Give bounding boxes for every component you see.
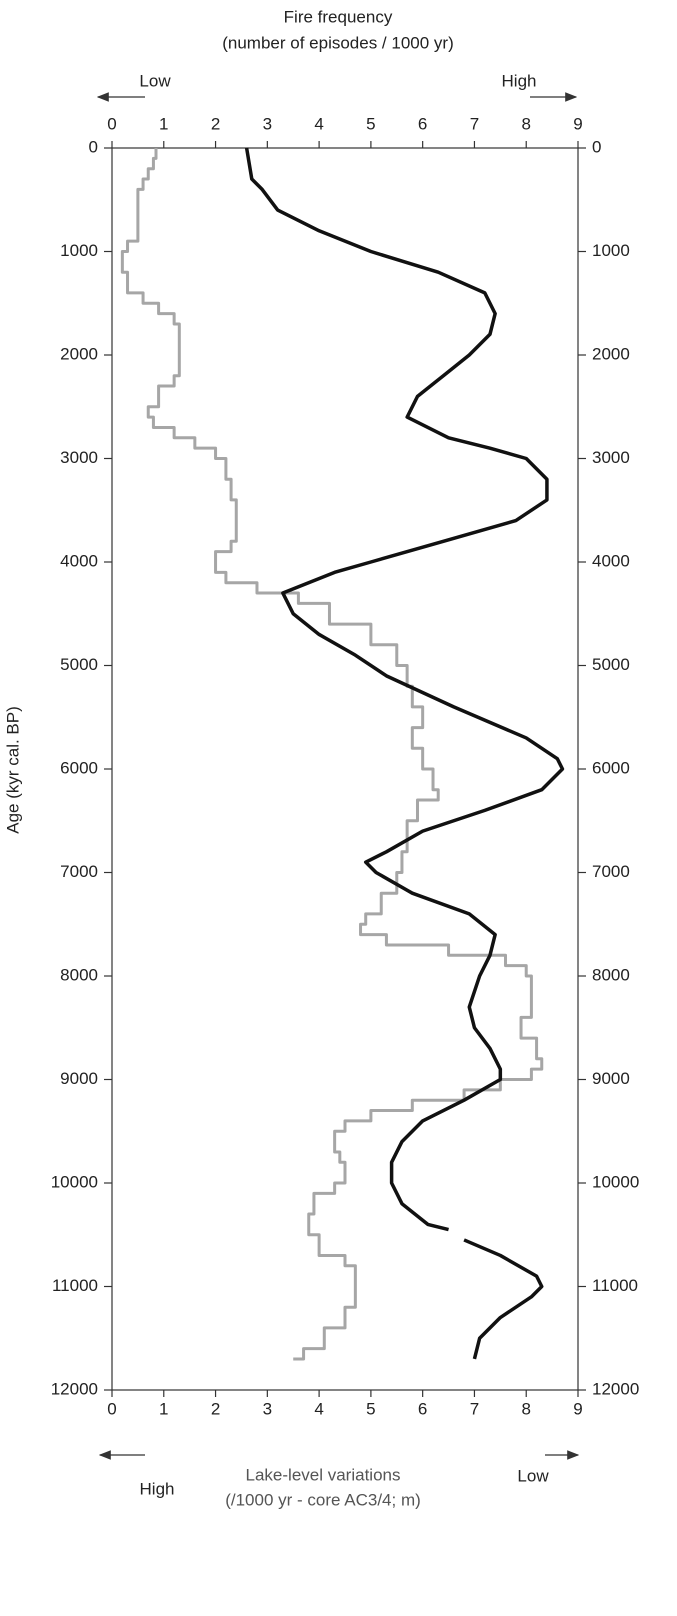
plot-frame [111,147,579,1391]
x-tick-label: 2 [211,114,220,133]
y-tick-label: 7000 [592,862,630,881]
x-tick-label: 5 [366,1399,375,1418]
bottom-low: Low [517,1466,549,1485]
x-tick-label: 3 [263,1399,272,1418]
y-tick-label: 9000 [60,1069,98,1088]
x-tick-label: 6 [418,1399,427,1418]
x-tick-label: 7 [470,114,479,133]
y-tick-label: 7000 [60,862,98,881]
y-tick-label: 2000 [60,344,98,363]
x-tick-label: 1 [159,1399,168,1418]
y-tick-label: 0 [592,137,601,156]
x-tick-label: 9 [573,1399,582,1418]
y-tick-label: 9000 [592,1069,630,1088]
x-tick-label: 4 [314,114,323,133]
series-line [244,147,565,1360]
y-tick-label: 12000 [592,1379,639,1398]
x-tick-label: 4 [314,1399,323,1418]
top-low: Low [139,71,171,90]
bottom-high: High [140,1479,175,1498]
y-tick-label: 3000 [60,448,98,467]
y-tick-label: 3000 [592,448,630,467]
x-tick-label: 0 [107,1399,116,1418]
y-tick-label: 4000 [60,551,98,570]
x-tick-label: 9 [573,114,582,133]
y-tick-label: 1000 [592,241,630,260]
top-high: High [502,71,537,90]
x-axis-subtitle: (/1000 yr - core AC3/4; m) [225,1490,421,1509]
y-tick-label: 8000 [592,965,630,984]
y-tick-label: 0 [89,137,98,156]
x-tick-label: 5 [366,114,375,133]
x-axis-title: Lake-level variations [246,1465,401,1484]
y-tick-label: 10000 [592,1172,639,1191]
y-tick-label: 6000 [592,758,630,777]
y-tick-label: 4000 [592,551,630,570]
x-tick-label: 8 [521,114,530,133]
x-tick-label: 6 [418,114,427,133]
y-tick-label: 1000 [60,241,98,260]
y-tick-label: 11000 [52,1276,98,1295]
chart-title: Fire frequency [284,7,393,26]
series-line [120,148,544,1361]
y-tick-label: 8000 [60,965,98,984]
x-tick-label: 7 [470,1399,479,1418]
y-tick-label: 2000 [592,344,630,363]
y-tick-label: 10000 [51,1172,98,1191]
chart-subtitle: (number of episodes / 1000 yr) [222,33,454,52]
x-tick-label: 3 [263,114,272,133]
x-tick-label: 0 [107,114,116,133]
y-axis-title: Age (kyr cal. BP) [3,706,22,834]
x-tick-label: 1 [159,114,168,133]
x-tick-label: 2 [211,1399,220,1418]
y-tick-label: 6000 [60,758,98,777]
y-tick-label: 5000 [60,655,98,674]
y-tick-label: 12000 [51,1379,98,1398]
x-tick-label: 8 [521,1399,530,1418]
y-tick-label: 5000 [592,655,630,674]
y-tick-label: 11000 [592,1276,638,1295]
